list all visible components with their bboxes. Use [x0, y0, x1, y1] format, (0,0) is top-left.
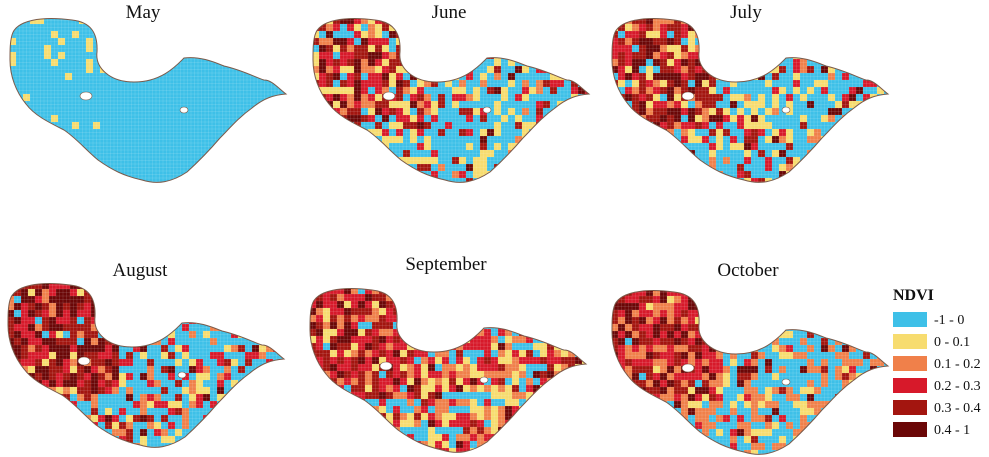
ndvi-grid-july	[612, 18, 888, 183]
legend-item: 0 - 0.1	[893, 334, 970, 350]
lake-map-october	[611, 290, 890, 455]
legend-label: 0.4 - 1	[934, 423, 970, 438]
map-title-october: October	[717, 260, 779, 281]
legend-label: 0 - 0.1	[934, 335, 970, 350]
map-title-september: September	[405, 254, 487, 275]
map-title-may: May	[126, 2, 161, 23]
lake-outline-september	[309, 288, 588, 453]
legend-swatch	[893, 378, 927, 393]
legend-label: -1 - 0	[934, 313, 964, 328]
map-panel-october: October	[611, 260, 890, 455]
map-title-june: June	[432, 2, 467, 23]
legend-swatch	[893, 312, 927, 327]
lake-map-august	[7, 283, 286, 448]
legend-item: 0.3 - 0.4	[893, 400, 981, 416]
ndvi-grid-may	[10, 18, 286, 183]
map-title-august: August	[113, 260, 169, 281]
map-panel-june: June	[312, 2, 591, 183]
map-panel-august: August	[7, 260, 286, 448]
legend: NDVI -1 - 0 0 - 0.1 0.1 - 0.2 0.2 - 0.3 0.3 …	[893, 287, 981, 438]
legend-item: 0.1 - 0.2	[893, 356, 981, 372]
legend-swatch	[893, 334, 927, 349]
lake-outline-august	[7, 283, 286, 448]
ndvi-grid-october	[612, 290, 888, 455]
map-title-july: July	[730, 2, 762, 23]
lake-outline-may	[9, 18, 288, 183]
ndvi-grid-june	[313, 18, 589, 183]
lake-outline-july	[611, 18, 890, 183]
map-panel-september: September	[309, 254, 588, 453]
legend-label: 0.3 - 0.4	[934, 401, 981, 416]
lake-outline-october	[611, 290, 890, 455]
legend-swatch	[893, 400, 927, 415]
legend-item: -1 - 0	[893, 312, 964, 328]
lake-map-may	[9, 18, 288, 183]
lake-map-september	[309, 288, 588, 453]
lake-map-july	[611, 18, 890, 183]
legend-item: 0.2 - 0.3	[893, 378, 981, 394]
ndvi-grid-september	[310, 288, 586, 453]
ndvi-grid-august	[8, 283, 284, 448]
legend-swatch	[893, 356, 927, 371]
map-panel-may: May	[9, 2, 288, 183]
map-panel-july: July	[611, 2, 890, 183]
lake-map-june	[312, 18, 591, 183]
legend-label: 0.2 - 0.3	[934, 379, 981, 394]
legend-label: 0.1 - 0.2	[934, 357, 981, 372]
lake-outline-june	[312, 18, 591, 183]
legend-title: NDVI	[893, 287, 934, 304]
legend-swatch	[893, 422, 927, 437]
legend-item: 0.4 - 1	[893, 422, 970, 438]
